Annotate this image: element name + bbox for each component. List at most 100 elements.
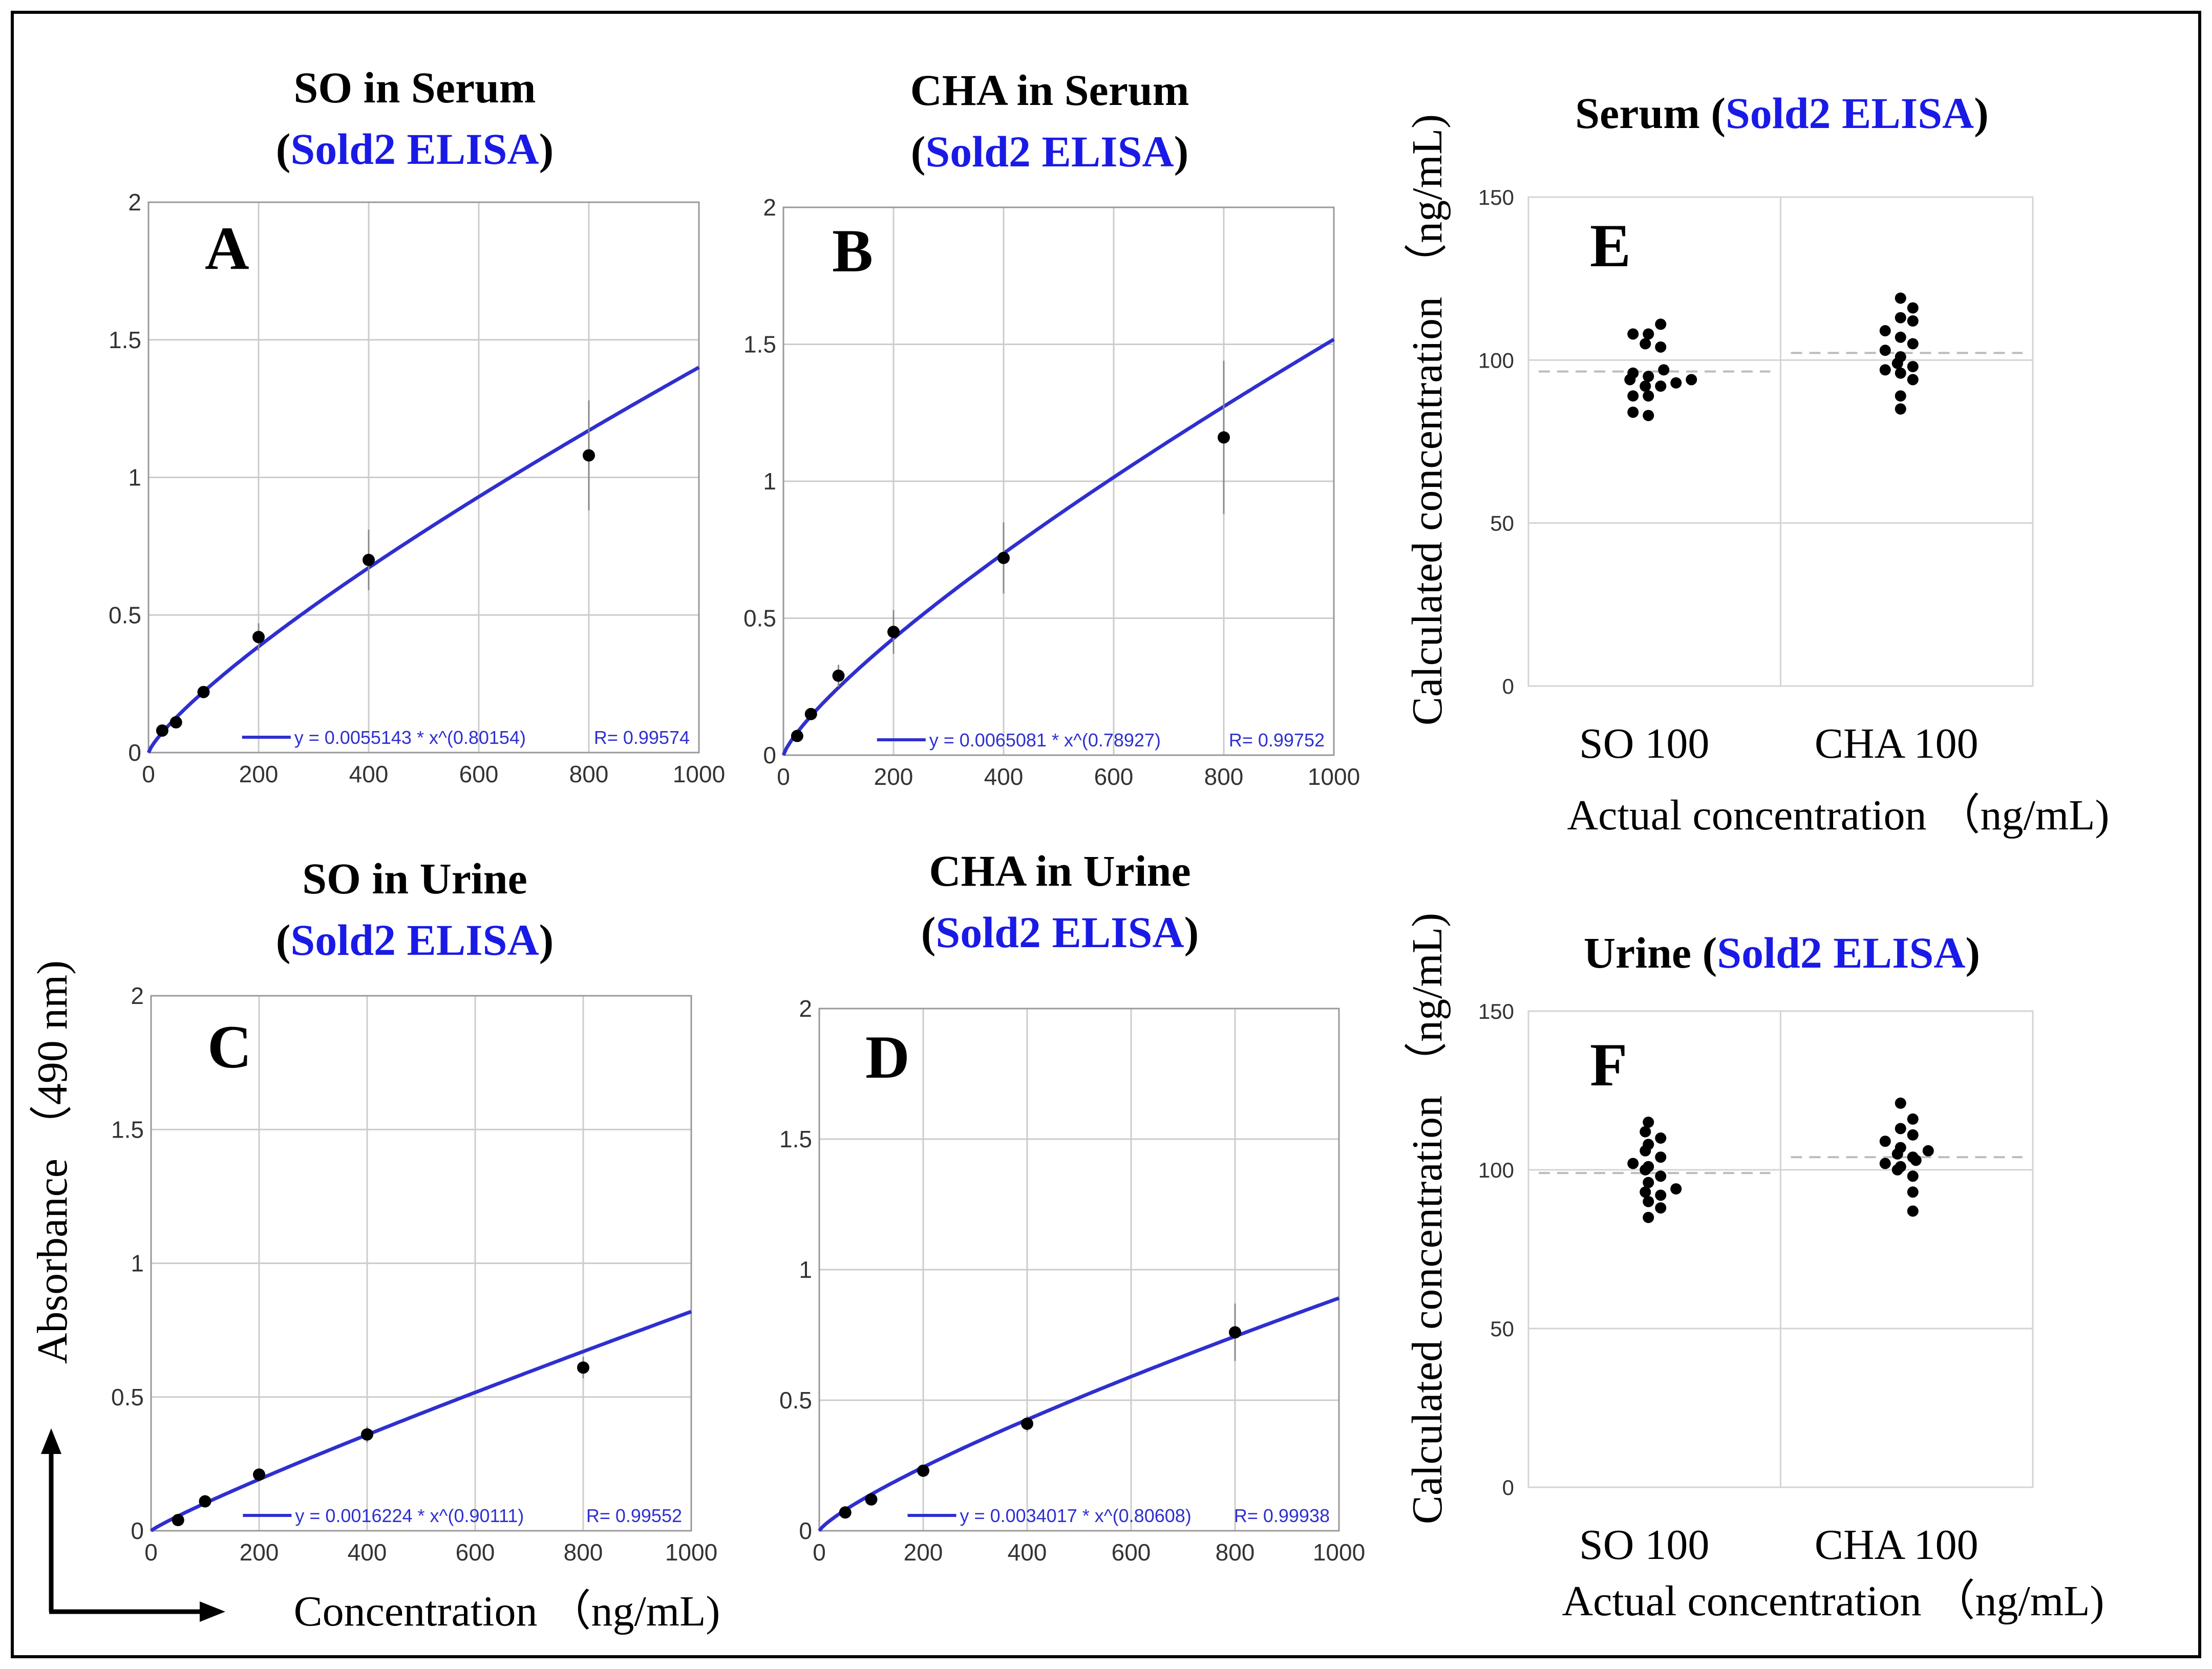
panel-letter-B: B xyxy=(832,217,873,285)
plot-frame xyxy=(150,995,692,1532)
panel-letter-C: C xyxy=(207,1013,252,1081)
x-tick-label: 400 xyxy=(348,1539,387,1566)
legend-equation: y = 0.0055143 * x^(0.80154) xyxy=(294,727,526,748)
data-point xyxy=(1907,315,1919,327)
category-label: SO 100 xyxy=(1579,1521,1709,1569)
y-tick-label: 2 xyxy=(128,189,141,216)
panel-letter-A: A xyxy=(205,214,249,282)
data-point xyxy=(865,1493,878,1506)
data-point xyxy=(1655,380,1667,392)
figure-border xyxy=(11,11,2201,1658)
panel-letter-F: F xyxy=(1590,1031,1627,1099)
data-point xyxy=(804,708,817,720)
data-point xyxy=(1627,328,1639,340)
x-tick-label: 1000 xyxy=(1308,763,1360,790)
data-point xyxy=(1907,1129,1919,1141)
x-tick-label: 800 xyxy=(1204,763,1244,790)
x-tick-label: 400 xyxy=(349,761,389,787)
panel-C: 0 200 400 600 800 1000 0 0.5 1 1.5 2 y = 0.0016224 … xyxy=(111,854,717,1566)
data-point xyxy=(887,626,900,638)
legend-r-value: R= 0.99938 xyxy=(1234,1505,1330,1526)
data-point xyxy=(1658,364,1670,376)
x-tick-label: 1000 xyxy=(1313,1539,1365,1566)
x-axis-label: Concentration （ng/mL) xyxy=(294,1588,720,1635)
data-point xyxy=(839,1506,852,1519)
data-point xyxy=(1879,1158,1891,1169)
legend-equation: y = 0.0034017 * x^(0.80608) xyxy=(960,1505,1192,1526)
y-tick-label: 1 xyxy=(799,1256,812,1283)
data-point xyxy=(1895,331,1906,343)
data-point xyxy=(363,553,375,566)
data-point xyxy=(791,730,803,742)
data-point xyxy=(1229,1326,1241,1339)
data-point xyxy=(1907,361,1919,373)
plot-frame xyxy=(782,206,1335,756)
panel-title-D: CHA in Urine xyxy=(929,846,1190,895)
x-tick-label: 400 xyxy=(984,763,1024,790)
x-tick-label: 200 xyxy=(240,1539,279,1566)
x-tick-label: 0 xyxy=(777,763,790,790)
y-tick-label: 2 xyxy=(131,982,144,1009)
data-point xyxy=(1640,1186,1651,1198)
data-point xyxy=(1895,1123,1906,1135)
data-point xyxy=(1627,406,1639,418)
data-point xyxy=(1643,1212,1654,1223)
data-point xyxy=(1879,345,1891,356)
x-tick-label: 600 xyxy=(1094,763,1134,790)
y-tick-label: 1 xyxy=(763,468,776,495)
panel-E: 0 50 100 150 SO 100 CHA 100 Serum (Sold2 ELISA… xyxy=(1478,89,2034,767)
data-point xyxy=(832,669,845,682)
data-point xyxy=(1643,1176,1654,1188)
y-tick-label: 50 xyxy=(1490,511,1514,536)
fit-curve xyxy=(146,366,700,754)
data-point xyxy=(1643,1139,1654,1150)
right-y-axis-label-bottom: Calculated concentration （ng/mL) xyxy=(1403,913,1451,1524)
y-tick-label: 0 xyxy=(763,742,776,768)
data-point xyxy=(1895,390,1906,402)
data-point xyxy=(1655,341,1667,353)
data-point xyxy=(577,1361,589,1374)
data-point xyxy=(1670,377,1682,389)
data-point xyxy=(1686,374,1697,386)
legend-r-value: R= 0.99552 xyxy=(586,1505,682,1526)
data-point xyxy=(1643,1161,1654,1172)
plot-frame xyxy=(818,1008,1340,1532)
data-point xyxy=(1021,1417,1033,1430)
panel-letter-D: D xyxy=(865,1023,910,1091)
x-tick-label: 600 xyxy=(459,761,499,787)
fit-curve xyxy=(150,1310,692,1532)
data-point xyxy=(1879,325,1891,337)
right-y-axis-label-top: Calculated concentration （ng/mL) xyxy=(1403,114,1451,725)
x-tick-label: 200 xyxy=(904,1539,943,1566)
panel-title-F: Urine (Sold2 ELISA) xyxy=(1584,928,1980,977)
data-point xyxy=(361,1428,373,1441)
data-point xyxy=(1640,1126,1651,1138)
panel-title-B: CHA in Serum xyxy=(910,66,1189,115)
x-tick-label: 200 xyxy=(239,761,279,787)
y-tick-label: 2 xyxy=(799,995,812,1022)
y-tick-label: 1.5 xyxy=(743,331,776,358)
y-tick-label: 0 xyxy=(128,739,141,766)
data-point xyxy=(1895,351,1906,362)
y-axis-label: Absorbance （490 nm) xyxy=(29,960,76,1364)
data-point xyxy=(1907,1205,1919,1217)
x-tick-label: 800 xyxy=(569,761,609,787)
data-point xyxy=(172,1514,184,1527)
data-point xyxy=(1895,1097,1906,1109)
x-tick-label: 600 xyxy=(456,1539,495,1566)
y-tick-label: 1.5 xyxy=(779,1126,812,1152)
data-point xyxy=(1655,1202,1667,1214)
data-point xyxy=(1907,1151,1919,1163)
y-tick-label: 0 xyxy=(131,1517,144,1544)
x-tick-label: 0 xyxy=(142,761,155,787)
data-point xyxy=(1627,390,1639,402)
x-tick-label: 0 xyxy=(813,1539,826,1566)
data-point xyxy=(1895,367,1906,379)
y-tick-label: 1 xyxy=(128,464,141,491)
legend-equation: y = 0.0065081 * x^(0.78927) xyxy=(929,730,1161,751)
data-point xyxy=(1627,1158,1639,1169)
y-tick-label: 0.5 xyxy=(743,605,776,632)
data-point xyxy=(1655,1170,1667,1182)
data-point xyxy=(1627,367,1639,379)
legend-r-value: R= 0.99574 xyxy=(594,727,690,748)
